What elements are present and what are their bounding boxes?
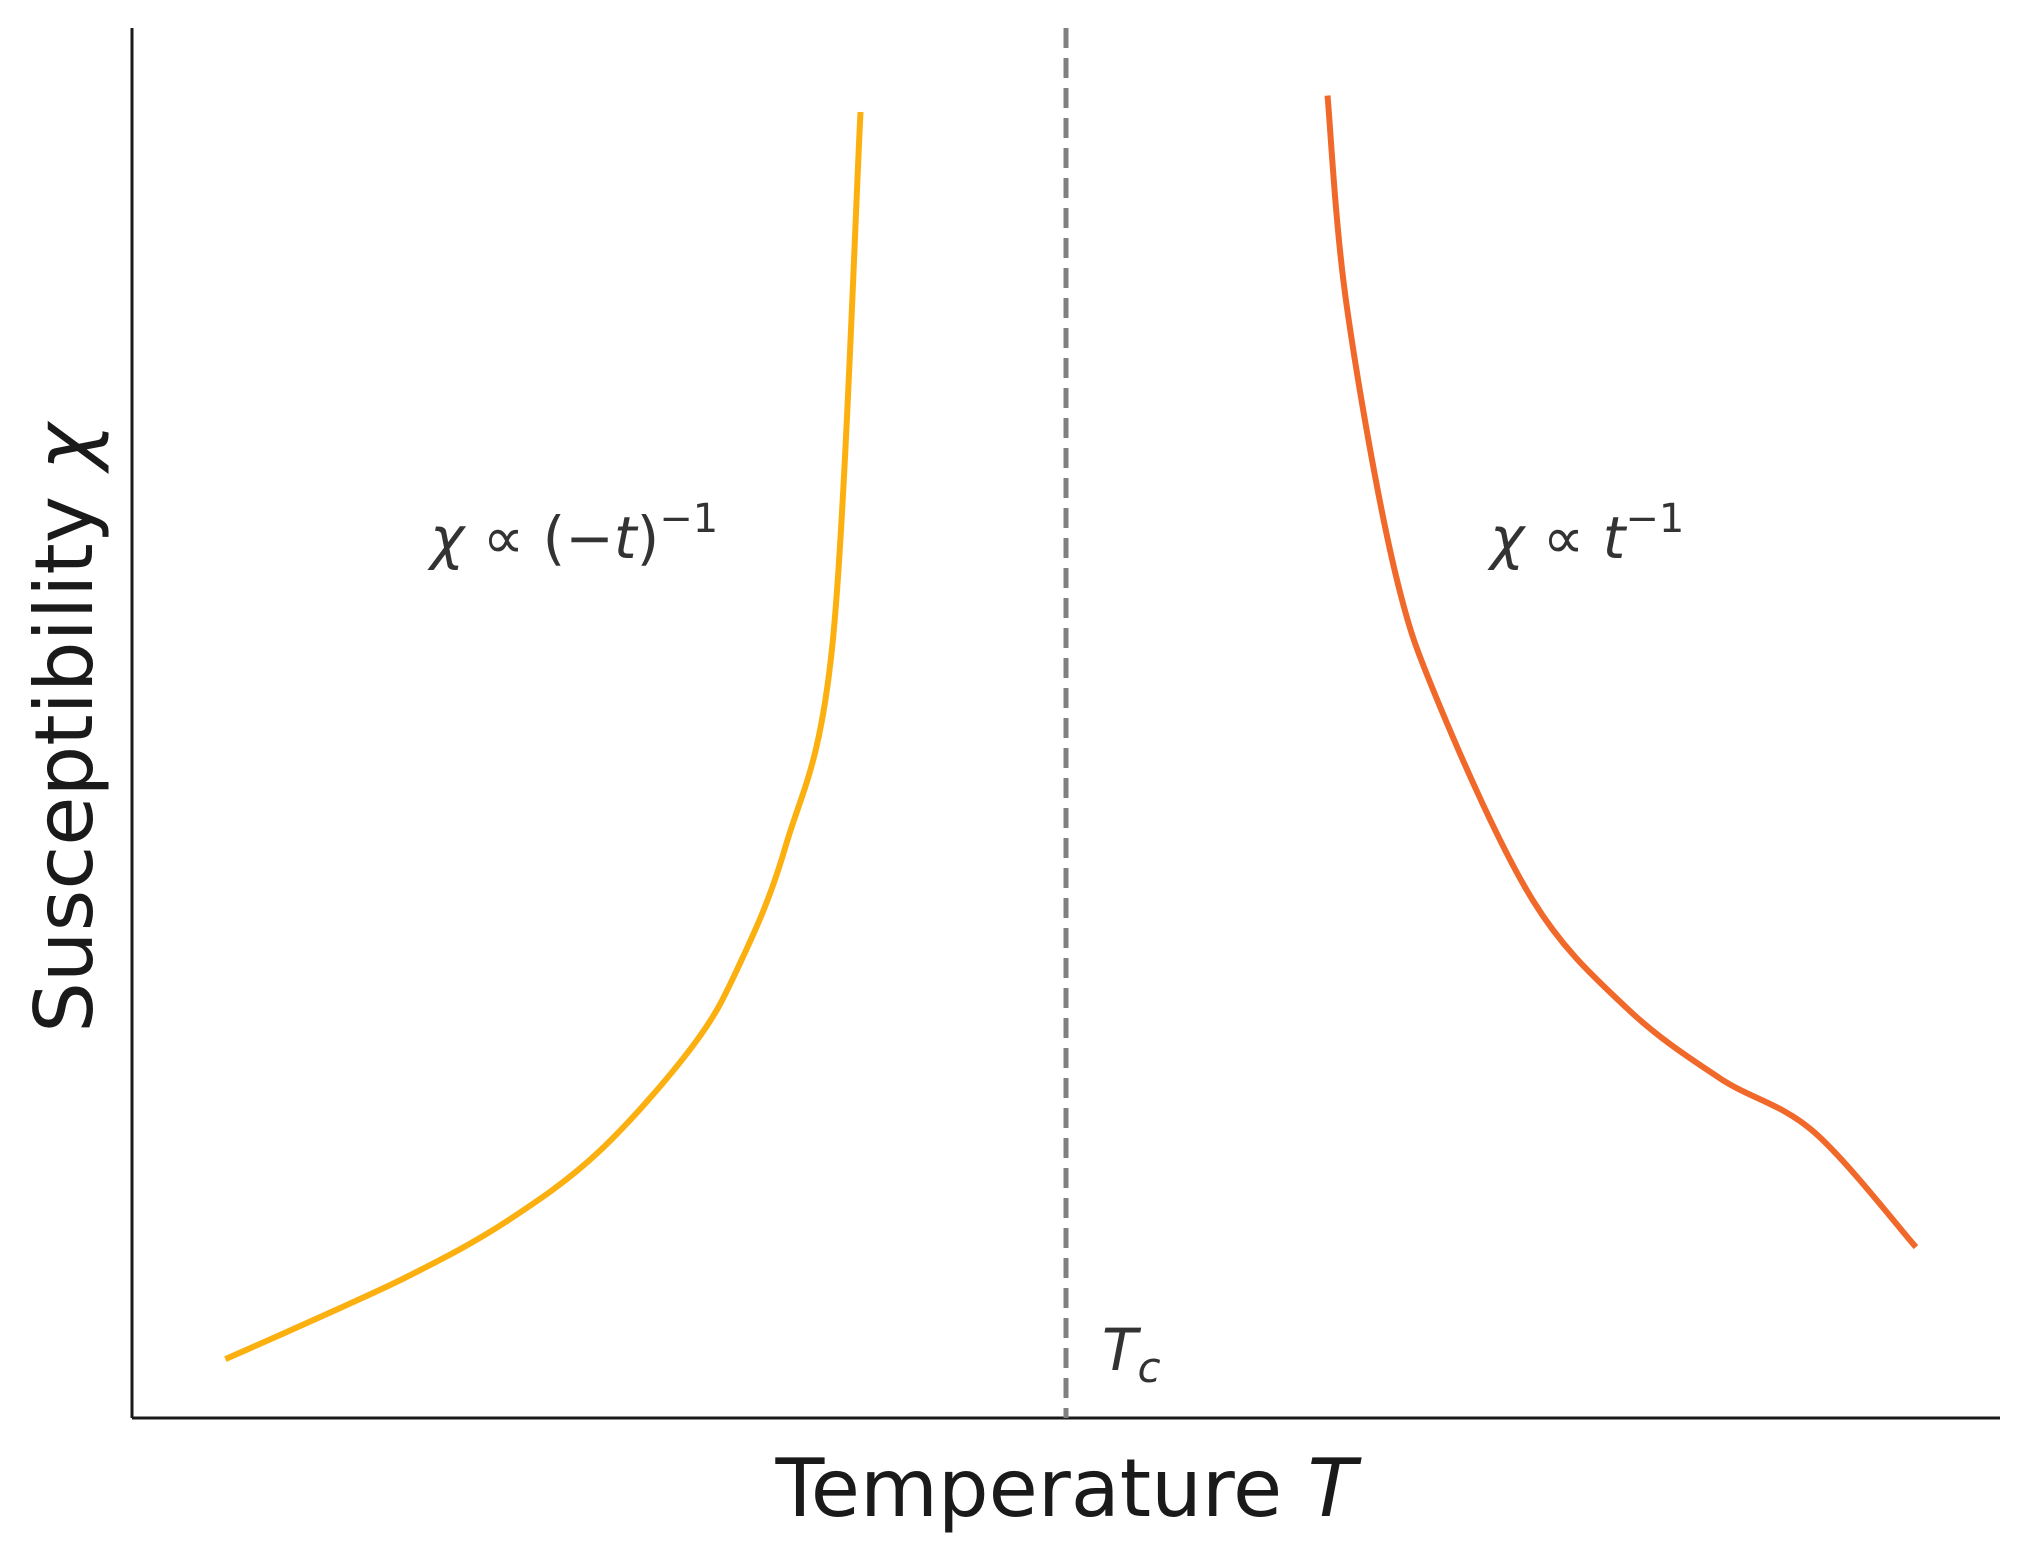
annotation-above-tc: χ ∝ t−1 — [1487, 496, 1684, 572]
series-line-above-tc — [1324, 95, 1919, 1250]
series-line-below-tc — [224, 111, 864, 1362]
y-axis-label: Susceptibility χ — [18, 420, 111, 1032]
x-axis-label: Temperature T — [774, 1442, 1362, 1535]
annotation-below-tc: χ ∝ (−t)−1 — [427, 496, 718, 572]
critical-temperature-label: Tc — [1102, 1316, 1161, 1392]
